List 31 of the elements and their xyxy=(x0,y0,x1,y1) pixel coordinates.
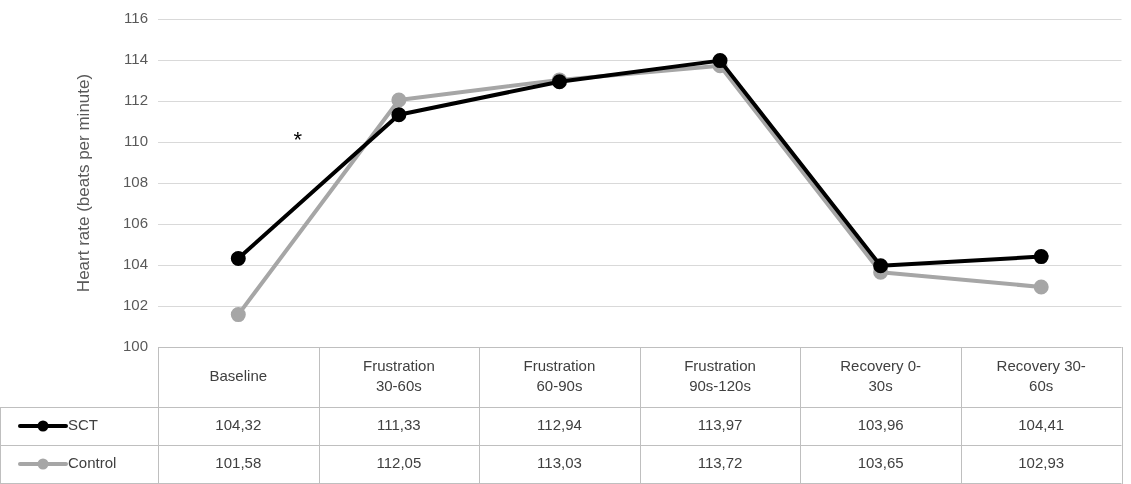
data-label: 112,05 xyxy=(376,454,422,472)
y-tick-label: 112 xyxy=(124,91,148,109)
data-label: 113,97 xyxy=(697,416,743,434)
y-tick-label: 100 xyxy=(122,337,148,355)
y-tick-label: 110 xyxy=(124,132,148,150)
x-tick-label: Recovery 30-60s xyxy=(996,357,1086,395)
data-label: 104,32 xyxy=(215,416,262,434)
y-tick-label: 104 xyxy=(122,255,148,273)
x-tick-label: Baseline xyxy=(209,367,268,385)
y-tick-label: 106 xyxy=(122,214,148,232)
data-label: 103,65 xyxy=(857,454,904,472)
legend-label: Control xyxy=(68,454,117,472)
y-tick-label: 108 xyxy=(122,173,148,191)
data-label: 104,41 xyxy=(1018,416,1065,434)
y-axis-title: Heart rate (beats per minute) xyxy=(73,73,93,293)
y-tick-label: 116 xyxy=(124,9,148,27)
y-tick-label: 102 xyxy=(122,296,148,314)
x-tick-label: Recovery 0-30s xyxy=(840,357,922,395)
data-label: 113,03 xyxy=(537,454,582,472)
x-tick-label: Frustration 90s-120s xyxy=(684,357,756,395)
data-label: 102,93 xyxy=(1018,454,1065,472)
data-label: 112,94 xyxy=(537,416,582,434)
legend-label: SCT xyxy=(68,416,98,434)
annotation: * xyxy=(293,127,303,153)
x-tick-label: Frustration 60-90s xyxy=(523,357,596,395)
data-label: 113,72 xyxy=(697,454,743,472)
x-tick-label: Frustration 30-60s xyxy=(363,357,435,395)
y-tick-label: 114 xyxy=(124,50,148,68)
data-label: 101,58 xyxy=(215,454,262,472)
data-label: 103,96 xyxy=(857,416,904,434)
data-label: 111,33 xyxy=(377,416,421,434)
